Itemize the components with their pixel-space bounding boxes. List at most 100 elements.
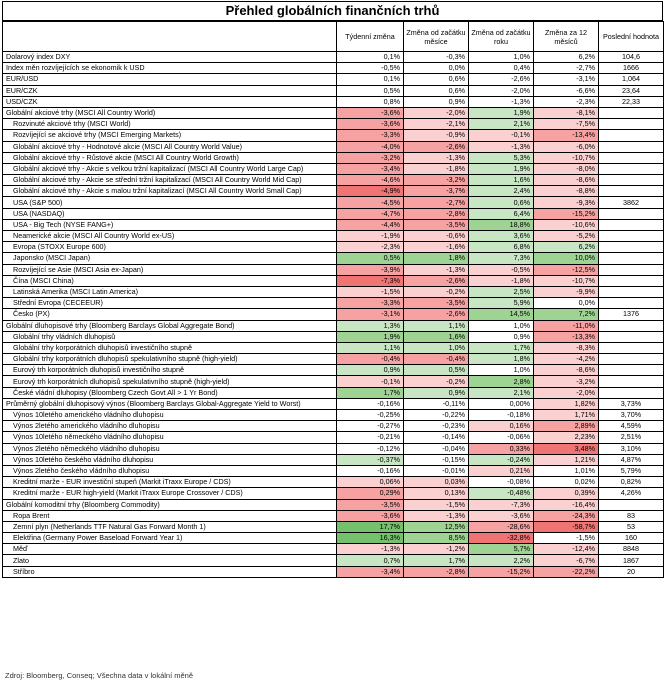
header-label bbox=[2, 21, 337, 52]
row-value: 1,0% bbox=[403, 341, 469, 355]
row-label: Japonsko (MSCI Japan) bbox=[2, 252, 337, 265]
row-value bbox=[598, 140, 664, 153]
table-row: České vládní dluhopisy (Bloomberg Czech … bbox=[2, 386, 664, 399]
row-value: -0,23% bbox=[403, 420, 469, 433]
row-value: 1,6% bbox=[468, 174, 534, 187]
row-value: -0,16% bbox=[336, 464, 404, 478]
row-value: -0,4% bbox=[336, 353, 404, 366]
row-value bbox=[598, 106, 664, 120]
row-value bbox=[598, 375, 664, 388]
row-value: 18,8% bbox=[468, 218, 534, 232]
row-value: -3,1% bbox=[336, 308, 404, 321]
row-value: 160 bbox=[598, 532, 664, 545]
row-label: Globální akciové trhy - Hodnotové akcie … bbox=[2, 140, 337, 153]
row-value: -1,5% bbox=[403, 498, 469, 511]
row-value: 2,8% bbox=[468, 375, 534, 388]
row-value: 2,89% bbox=[533, 420, 599, 433]
row-value: -16,4% bbox=[533, 498, 599, 511]
row-value: 0,6% bbox=[403, 84, 469, 97]
table-row: Elektřina (Germany Power Baseload Forwar… bbox=[2, 532, 664, 545]
row-label: Výnos 10letého německého vládního dluhop… bbox=[2, 431, 337, 444]
row-value: 1,1% bbox=[403, 319, 469, 332]
row-value: -7,3% bbox=[336, 274, 404, 287]
row-value: -1,8% bbox=[403, 162, 469, 176]
row-value bbox=[598, 386, 664, 399]
row-value bbox=[598, 241, 664, 254]
row-value bbox=[598, 285, 664, 299]
row-value: -10,6% bbox=[533, 218, 599, 232]
row-value: -2,8% bbox=[403, 565, 469, 578]
row-value: -2,0% bbox=[468, 84, 534, 97]
page-title: Přehled globálních finančních trhů bbox=[2, 1, 663, 21]
row-value: -3,9% bbox=[336, 263, 404, 276]
row-value: -28,6% bbox=[468, 520, 534, 534]
row-label: Eurový trh korporátních dluhopisů invest… bbox=[2, 364, 337, 377]
row-value: -9,3% bbox=[533, 196, 599, 209]
table-row: EUR/USD 0,1% 0,6% -2,6% -3,1% 1,064 bbox=[2, 73, 664, 86]
row-value: 1,064 bbox=[598, 73, 664, 86]
row-value: -0,9% bbox=[403, 129, 469, 142]
row-value: 5,79% bbox=[598, 464, 664, 478]
row-value: -2,7% bbox=[533, 62, 599, 75]
row-label: USA (NASDAQ) bbox=[2, 207, 337, 220]
row-value: -2,3% bbox=[336, 241, 404, 254]
table-row: Kreditní marže - EUR high-yield (Markit … bbox=[2, 487, 664, 500]
row-value: 17,7% bbox=[336, 520, 404, 534]
row-value bbox=[598, 162, 664, 176]
row-value bbox=[598, 364, 664, 377]
row-label: Výnos 10letého amerického vládního dluho… bbox=[2, 408, 337, 422]
row-value: 0,06% bbox=[336, 476, 404, 489]
row-label: Globální trhy korporátních dluhopisů inv… bbox=[2, 341, 337, 355]
row-label: USA - Big Tech (NYSE FANG+) bbox=[2, 218, 337, 232]
row-label: USA (S&P 500) bbox=[2, 196, 337, 209]
row-value: -0,5% bbox=[468, 263, 534, 276]
row-value: 4,87% bbox=[598, 453, 664, 466]
row-value: 1,8% bbox=[468, 353, 534, 366]
table-row: Neamerické akcie (MSCI All Country World… bbox=[2, 229, 664, 243]
table-row: Globální akciové trhy - Akcie se střední… bbox=[2, 174, 664, 187]
row-value: -3,5% bbox=[336, 498, 404, 511]
row-value bbox=[598, 263, 664, 276]
table-row: USA (NASDAQ) -4,7% -2,8% 6,4% -15,2% bbox=[2, 207, 664, 220]
row-value: 2,51% bbox=[598, 431, 664, 444]
table-row: Výnos 10letého amerického vládního dluho… bbox=[2, 408, 664, 422]
table-row: Ropa Brent -3,6% -1,3% -3,6% -24,3% 83 bbox=[2, 509, 664, 522]
table-row: Globální komoditní trhy (Bloomberg Commo… bbox=[2, 498, 664, 511]
table-row: Zemní plyn (Netherlands TTF Natural Gas … bbox=[2, 520, 664, 534]
row-value: 0,16% bbox=[468, 420, 534, 433]
table-row: Průměrný globální dluhopisový výnos (Blo… bbox=[2, 397, 664, 411]
row-value: -0,27% bbox=[336, 420, 404, 433]
row-value: -2,6% bbox=[468, 73, 534, 86]
row-value bbox=[598, 252, 664, 265]
row-label: Výnos 10letého českého vládního dluhopis… bbox=[2, 453, 337, 466]
row-value: -3,6% bbox=[336, 106, 404, 120]
row-value bbox=[598, 353, 664, 366]
row-value bbox=[598, 229, 664, 243]
row-value: -3,6% bbox=[336, 118, 404, 131]
row-value: 7,2% bbox=[533, 308, 599, 321]
row-value bbox=[598, 174, 664, 187]
row-label: Dolarový index DXY bbox=[2, 50, 337, 64]
row-value: -22,2% bbox=[533, 565, 599, 578]
row-value bbox=[598, 151, 664, 164]
row-value: 0,9% bbox=[468, 330, 534, 343]
row-label: Eurový trh korporátních dluhopisů spekul… bbox=[2, 375, 337, 388]
row-value: -32,8% bbox=[468, 532, 534, 545]
row-label: Kreditní marže - EUR high-yield (Markit … bbox=[2, 487, 337, 500]
row-label: EUR/USD bbox=[2, 73, 337, 86]
row-value: 3,73% bbox=[598, 397, 664, 411]
table-row: Japonsko (MSCI Japan) 0,5% 1,8% 7,3% 10,0% bbox=[2, 252, 664, 265]
row-label: Evropa (STOXX Europe 600) bbox=[2, 241, 337, 254]
row-value: -0,04% bbox=[403, 442, 469, 455]
row-label: EUR/CZK bbox=[2, 84, 337, 97]
row-value: -0,22% bbox=[403, 408, 469, 422]
row-value: -58,7% bbox=[533, 520, 599, 534]
row-value: -1,3% bbox=[403, 509, 469, 522]
row-value: -1,3% bbox=[403, 151, 469, 164]
row-value: 1,7% bbox=[468, 341, 534, 355]
row-value: 6,2% bbox=[533, 241, 599, 254]
row-label: Výnos 2letého německého vládního dluhopi… bbox=[2, 442, 337, 455]
row-value: -4,0% bbox=[336, 140, 404, 153]
row-value: -1,9% bbox=[336, 229, 404, 243]
row-value bbox=[598, 274, 664, 287]
